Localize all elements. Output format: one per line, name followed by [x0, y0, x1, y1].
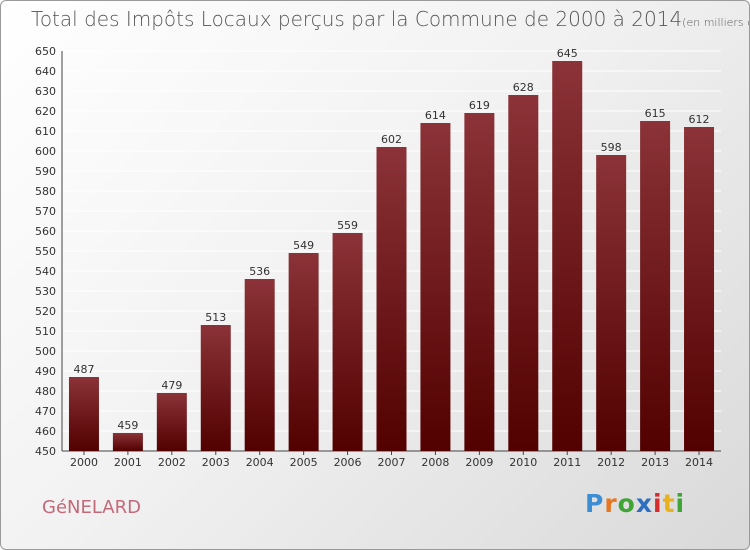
chart-title-main: Total des Impôts Locaux perçus par la Co… [31, 7, 683, 31]
y-tick-label: 530 [35, 285, 56, 298]
logo-letter: P [585, 489, 605, 518]
y-tick-label: 580 [35, 185, 56, 198]
x-tick-label: 2009 [465, 456, 493, 469]
y-tick-label: 610 [35, 125, 56, 138]
data-label: 628 [513, 81, 534, 94]
bar [332, 233, 363, 451]
bar [508, 95, 539, 451]
x-tick-label: 2004 [246, 456, 274, 469]
data-label: 487 [73, 363, 94, 376]
y-tick-label: 620 [35, 105, 56, 118]
bar [288, 253, 319, 451]
data-label: 459 [117, 419, 138, 432]
data-label: 615 [645, 107, 666, 120]
proxiti-logo: Proxiti [585, 489, 685, 518]
data-label: 614 [425, 109, 446, 122]
bar [420, 123, 451, 451]
x-tick-label: 2003 [202, 456, 230, 469]
x-tick-label: 2001 [114, 456, 142, 469]
x-tick-label: 2013 [641, 456, 669, 469]
y-tick-label: 500 [35, 345, 56, 358]
y-tick-label: 570 [35, 205, 56, 218]
x-tick-label: 2005 [290, 456, 318, 469]
y-tick-label: 460 [35, 425, 56, 438]
y-tick-label: 470 [35, 405, 56, 418]
data-label: 549 [293, 239, 314, 252]
y-tick-label: 590 [35, 165, 56, 178]
x-tick-label: 2007 [378, 456, 406, 469]
x-tick-label: 2010 [509, 456, 537, 469]
x-tick-label: 2012 [597, 456, 625, 469]
data-label: 602 [381, 133, 402, 146]
y-tick-label: 480 [35, 385, 56, 398]
y-tick-label: 550 [35, 245, 56, 258]
y-tick-label: 510 [35, 325, 56, 338]
data-label: 513 [205, 311, 226, 324]
logo-letter: i [675, 489, 686, 518]
y-tick-label: 600 [35, 145, 56, 158]
logo-letter: r [604, 489, 618, 518]
logo-letter: i [653, 489, 663, 518]
y-tick-label: 520 [35, 305, 56, 318]
logo-letter: x [635, 489, 653, 518]
y-tick-label: 450 [35, 445, 56, 458]
y-tick-label: 540 [35, 265, 56, 278]
x-tick-label: 2006 [334, 456, 362, 469]
y-tick-label: 650 [35, 45, 56, 58]
bar [684, 127, 715, 451]
y-tick-label: 490 [35, 365, 56, 378]
bar [376, 147, 407, 451]
bar [596, 155, 627, 451]
logo-letter: t [662, 489, 676, 518]
y-tick-label: 630 [35, 85, 56, 98]
x-tick-label: 2014 [685, 456, 713, 469]
bar [200, 325, 231, 451]
x-tick-label: 2008 [421, 456, 449, 469]
data-label: 479 [161, 379, 182, 392]
bar [640, 121, 671, 451]
bar [112, 433, 143, 451]
chart-title-unit: (en milliers d'€) [682, 16, 749, 29]
x-tick-label: 2002 [158, 456, 186, 469]
x-tick-label: 2011 [553, 456, 581, 469]
bar [68, 377, 99, 451]
y-tick-label: 640 [35, 65, 56, 78]
data-label: 645 [557, 47, 578, 60]
bar [464, 113, 495, 451]
data-label: 619 [469, 99, 490, 112]
commune-name: GéNELARD [42, 497, 141, 518]
y-tick-label: 560 [35, 225, 56, 238]
bar [244, 279, 275, 451]
bar [156, 393, 187, 451]
data-label: 559 [337, 219, 358, 232]
bar [552, 61, 583, 451]
data-label: 598 [601, 141, 622, 154]
data-label: 536 [249, 265, 270, 278]
chart-title: Total des Impôts Locaux perçus par la Co… [31, 7, 749, 31]
data-label: 612 [689, 113, 710, 126]
logo-letter: o [617, 489, 636, 518]
x-tick-label: 2000 [70, 456, 98, 469]
